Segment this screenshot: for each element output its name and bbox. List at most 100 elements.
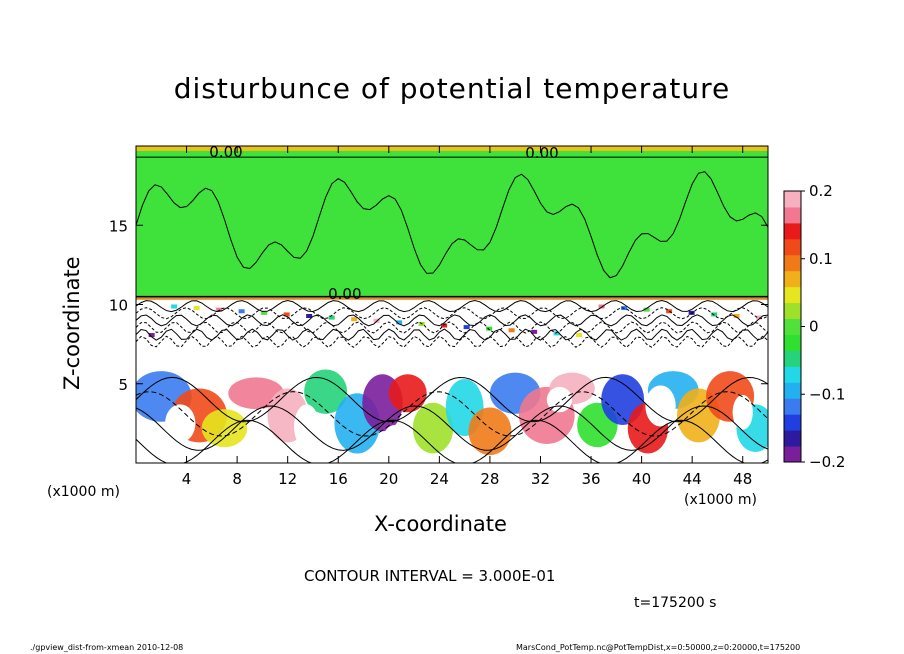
- field-cell: [732, 394, 753, 430]
- colorbar-swatch: [784, 286, 801, 304]
- field-cell: [171, 304, 178, 309]
- field-cell: [283, 312, 290, 317]
- x-tick-label: 28: [480, 470, 499, 488]
- field-cell: [193, 306, 200, 311]
- chart-title: disturbunce of potential temperature: [173, 72, 731, 105]
- colorbar-swatch: [784, 302, 801, 320]
- colorbar-swatch: [784, 366, 801, 383]
- x-tick-label: 16: [329, 470, 348, 488]
- contour-line: [136, 171, 768, 279]
- time-label: t=175200 s: [634, 595, 717, 611]
- colorbar-tick-label: 0.1: [809, 250, 833, 268]
- field-top-band: [136, 146, 768, 151]
- colorbar-swatch: [784, 350, 801, 367]
- plot-area: [136, 146, 768, 463]
- field-cell: [531, 329, 538, 334]
- colorbar-swatch: [784, 270, 801, 288]
- x-tick-label: 24: [430, 470, 449, 488]
- contour-line: [136, 300, 768, 313]
- x-tick-label: 44: [683, 470, 702, 488]
- contour-line: [136, 391, 768, 437]
- x-axis: 4 8 12 16 20 24 28 32 36 40 44 48: [182, 146, 752, 488]
- field-cell: [468, 407, 512, 456]
- contour-label: 0.00: [328, 285, 361, 303]
- x-unit-label-right: (x1000 m): [684, 492, 757, 508]
- x-tick-label: 32: [531, 470, 550, 488]
- colorbar-swatch: [784, 446, 801, 463]
- x-tick-label: 12: [278, 470, 297, 488]
- field-cell: [598, 304, 605, 309]
- colorbar-swatch: [784, 191, 801, 208]
- field-cell: [328, 315, 335, 320]
- contour-label: 0.00: [525, 144, 558, 162]
- x-axis-label: X-coordinate: [374, 512, 507, 536]
- contour-line: [136, 328, 768, 341]
- colorbar-swatch: [784, 334, 801, 351]
- field-cell: [294, 404, 320, 449]
- field-cell: [666, 309, 673, 314]
- x-tick-label: 40: [632, 470, 651, 488]
- colorbar-swatch: [784, 414, 801, 431]
- contour-line: [136, 419, 768, 463]
- field-cell: [238, 309, 245, 314]
- colorbar-swatch: [784, 382, 801, 399]
- field-cell: [645, 385, 676, 427]
- contour-interval-text: CONTOUR INTERVAL = 3.000E-01: [304, 567, 556, 585]
- footer-file-info: MarsCond_PotTemp.nc@PotTempDist,x=0:5000…: [516, 643, 801, 652]
- field-cell: [261, 310, 268, 315]
- colorbar-swatch: [784, 430, 801, 447]
- contour-line: [136, 335, 768, 348]
- colorbar: 0.2 0.1 0 −0.1 −0.2: [783, 182, 845, 471]
- colorbar-tick-label: −0.2: [809, 453, 845, 471]
- colorbar-swatch: [784, 238, 801, 256]
- contour-line: [136, 314, 768, 327]
- x-tick-label: 36: [581, 470, 600, 488]
- field-cell: [756, 315, 763, 320]
- field-cell: [546, 386, 573, 413]
- contour-line: [136, 307, 768, 320]
- x-tick-label: 4: [182, 470, 192, 488]
- colorbar-swatch: [784, 254, 801, 272]
- field-cell: [553, 331, 560, 336]
- x-unit-label-left: (x1000 m): [47, 484, 120, 500]
- field-upper-layer: [136, 146, 768, 300]
- colorbar-swatch: [784, 206, 801, 224]
- contour-label: 0.00: [209, 143, 242, 161]
- field-cell: [463, 325, 470, 330]
- field-cell: [733, 314, 740, 319]
- field-cell: [165, 404, 196, 443]
- colorbar-tick-label: 0.2: [809, 182, 833, 200]
- field-tropopause-band: [136, 297, 768, 301]
- x-tick-label: 20: [379, 470, 398, 488]
- field-cell: [306, 314, 313, 319]
- footer-script-info: ./gpview_dist-from-xmean 2010-12-08: [30, 643, 184, 652]
- field-cell: [576, 333, 583, 338]
- y-tick-label: 10: [109, 297, 128, 315]
- x-tick-label: 48: [733, 470, 752, 488]
- field-cell: [508, 328, 515, 333]
- contour-line: [136, 321, 768, 334]
- colorbar-swatch: [784, 222, 801, 240]
- y-tick-label: 15: [109, 217, 128, 235]
- y-tick-label: 5: [118, 376, 128, 394]
- field-cell: [304, 369, 348, 414]
- field-cell: [396, 320, 403, 325]
- field-cell: [388, 374, 427, 413]
- field-cell: [351, 317, 358, 322]
- y-axis: 5 10 15: [109, 217, 768, 394]
- field-cell: [148, 333, 155, 338]
- field-cell: [643, 307, 650, 312]
- field-cell: [216, 307, 223, 312]
- field-cell: [382, 424, 408, 457]
- field-cell: [228, 377, 284, 410]
- colorbar-tick-label: 0: [809, 318, 819, 336]
- colorbar-tick-label: −0.1: [809, 385, 845, 403]
- field-cell: [486, 326, 493, 331]
- field-cell: [441, 323, 448, 328]
- colorbar-swatch: [784, 318, 801, 335]
- x-tick-label: 8: [232, 470, 242, 488]
- colorbar-swatch: [784, 398, 801, 415]
- field-cell: [201, 409, 248, 448]
- field-cell: [412, 402, 454, 454]
